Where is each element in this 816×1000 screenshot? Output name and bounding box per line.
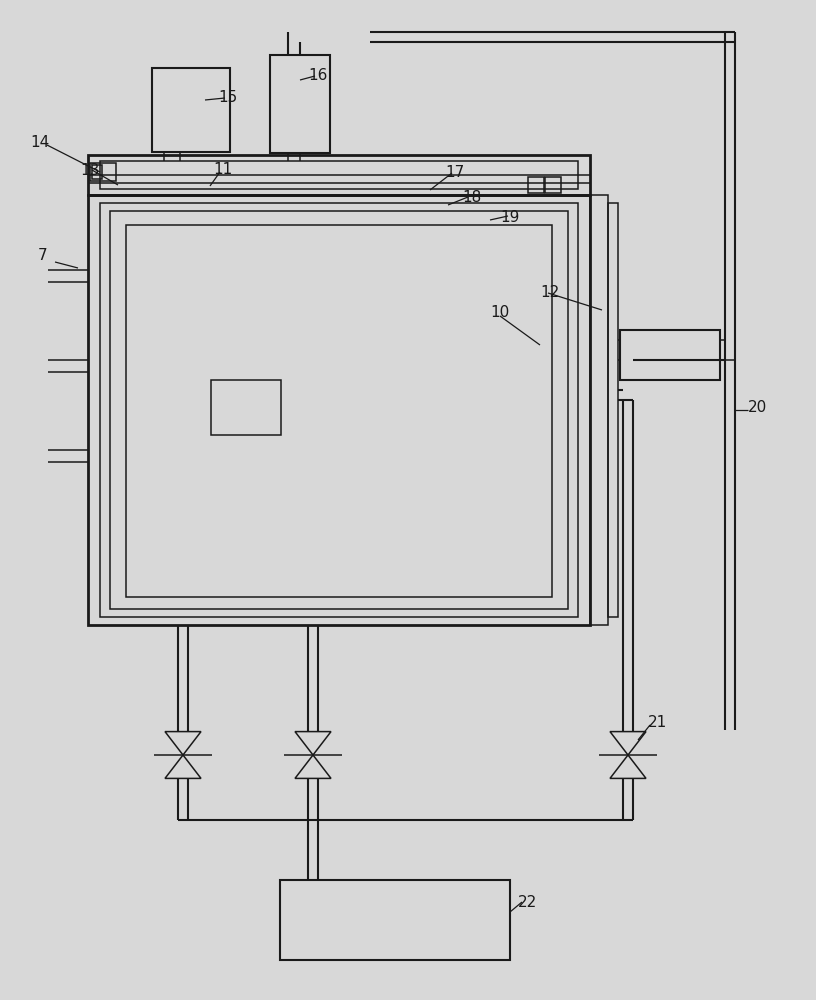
Bar <box>88 155 590 195</box>
Bar <box>152 68 230 152</box>
Bar <box>280 880 510 960</box>
Bar <box>545 177 561 193</box>
Text: 15: 15 <box>218 90 237 105</box>
Text: 19: 19 <box>500 210 519 225</box>
Text: 10: 10 <box>490 305 509 320</box>
Text: 17: 17 <box>445 165 464 180</box>
Bar <box>211 380 281 435</box>
Text: 16: 16 <box>308 68 327 83</box>
Bar <box>590 195 608 625</box>
Text: 12: 12 <box>540 285 559 300</box>
Text: 7: 7 <box>38 248 47 263</box>
Bar <box>270 55 330 153</box>
Bar <box>92 165 102 179</box>
Text: 18: 18 <box>462 190 481 205</box>
Bar <box>88 195 590 625</box>
Bar <box>100 161 578 189</box>
Text: 11: 11 <box>213 162 233 177</box>
Bar <box>90 163 116 181</box>
Bar <box>100 203 578 617</box>
Bar <box>528 177 544 193</box>
Bar <box>608 203 618 617</box>
Text: 21: 21 <box>648 715 667 730</box>
Text: 22: 22 <box>518 895 537 910</box>
Bar <box>126 225 552 597</box>
Text: 14: 14 <box>30 135 49 150</box>
Bar <box>110 211 568 609</box>
Bar <box>620 330 720 380</box>
Text: 20: 20 <box>748 400 767 415</box>
Text: 13: 13 <box>80 163 100 178</box>
